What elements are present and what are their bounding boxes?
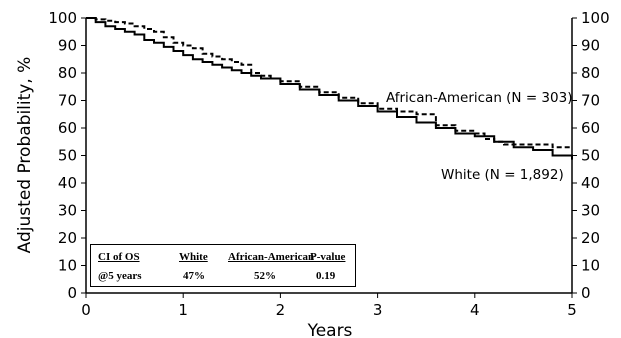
y-tick-label-right: 30 [581,202,600,220]
y-tick-label-right: 70 [581,92,600,110]
series-label-white: White (N = 1,892) [441,167,564,183]
table-header-white: White [179,251,208,263]
x-tick-label: 2 [276,301,286,319]
y-tick-label-left: 10 [58,257,77,275]
table-header-african-american: African-American [228,251,315,263]
ci-table: CI of OS White African-American P-value … [90,244,356,287]
series-line-white [86,17,573,160]
y-tick-label-right: 0 [581,284,591,302]
y-tick-label-right: 50 [581,147,600,165]
x-tick-label: 5 [567,301,577,319]
y-tick-label-right: 80 [581,64,600,82]
series-label-african-american: African-American (N = 303) [386,90,572,106]
series-line-african-american [86,17,572,149]
y-tick-label-right: 40 [581,174,600,192]
y-tick-label-left: 50 [58,147,77,165]
y-axis-label: Adjusted Probability, % [15,57,35,254]
y-tick-label-right: 60 [581,119,600,137]
table-cell-timepoint: @5 years [98,270,142,282]
x-tick-label: 3 [373,301,383,319]
table-cell-white: 47% [183,270,205,282]
table-cell-african-american: 52% [254,270,276,282]
y-tick-label-left: 30 [58,202,77,220]
y-tick-label-left: 70 [58,92,77,110]
y-tick-label-right: 100 [581,9,610,27]
x-axis-label: Years [307,321,353,338]
y-tick-label-right: 10 [581,257,600,275]
table-header-ci: CI of OS [98,251,140,263]
table-cell-p-value: 0.19 [316,270,336,282]
y-tick-label-left: 60 [58,119,77,137]
x-tick-label: 4 [470,301,480,319]
series-lines [86,17,573,160]
y-tick-label-left: 90 [58,37,77,55]
y-tick-label-left: 20 [58,229,77,247]
y-tick-label-left: 100 [48,9,77,27]
y-tick-label-right: 90 [581,37,600,55]
table-header-p-value: P-value [310,251,346,263]
y-tick-label-left: 0 [67,284,77,302]
x-tick-label: 0 [81,301,91,319]
y-tick-label-left: 40 [58,174,77,192]
y-tick-label-left: 80 [58,64,77,82]
x-tick-label: 1 [178,301,188,319]
y-tick-label-right: 20 [581,229,600,247]
